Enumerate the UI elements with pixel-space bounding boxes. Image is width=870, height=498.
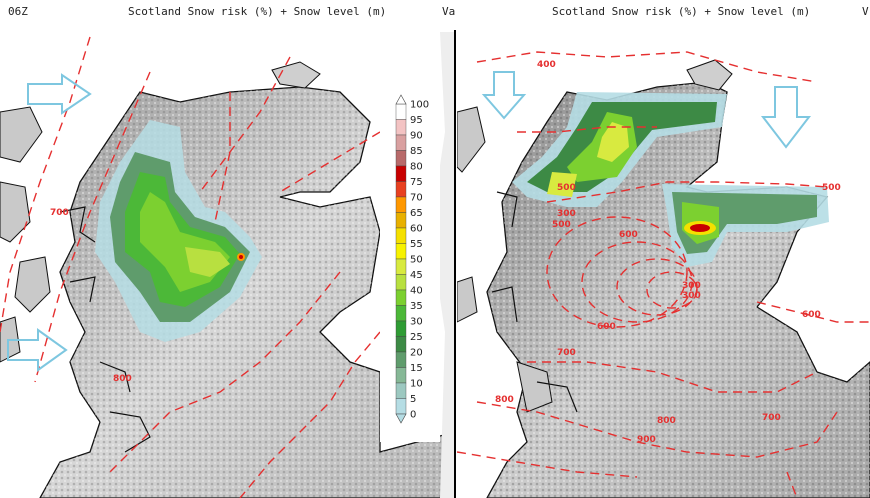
legend-level-label: 5 [410, 394, 416, 405]
legend-swatch [395, 382, 407, 399]
contour-label: 400 [537, 60, 556, 70]
legend-level-label: 75 [410, 177, 423, 188]
contour-label: 600 [619, 230, 638, 240]
left-map-svg: 700 800 [0, 32, 455, 498]
legend-level-label: 50 [410, 255, 423, 266]
legend-swatch [395, 165, 407, 182]
snow-risk-legend: 100 95 90 85 80 75 70 65 60 55 50 45 40 35 30 25 20 15 10 5… [380, 92, 440, 442]
legend-swatch [395, 367, 407, 384]
legend-swatch [395, 227, 407, 244]
snow-level-contours [457, 51, 870, 498]
legend-swatch [395, 119, 407, 136]
left-time-label: 06Z [8, 5, 28, 18]
panel-divider [454, 30, 456, 498]
contour-label: 900 [637, 435, 656, 445]
right-truncated-text: V [862, 5, 869, 18]
legend-swatch [395, 336, 407, 353]
legend-level-label: 20 [410, 348, 423, 359]
wind-arrows [7, 73, 92, 372]
legend-level-label: 30 [410, 317, 423, 328]
contour-label: 700 [762, 413, 781, 423]
legend-swatch [395, 196, 407, 213]
contour-label: 600 [802, 310, 821, 320]
legend-level-label: 45 [410, 270, 423, 281]
legend-swatch [395, 134, 407, 151]
legend-level-label: 0 [410, 410, 416, 421]
snow-risk-area [512, 92, 829, 267]
legend-level-label: 25 [410, 332, 423, 343]
contour-label: 500 [552, 220, 571, 230]
contour-label: 600 [597, 322, 616, 332]
legend-swatch [395, 212, 407, 229]
legend-swatch [395, 258, 407, 275]
legend-swatch [395, 181, 407, 198]
contour-label: 300 [557, 209, 576, 219]
legend-level-label: 65 [410, 208, 423, 219]
contour-label: 500 [557, 183, 576, 193]
legend-swatch [395, 351, 407, 368]
contour-label: 300 [682, 291, 701, 301]
left-map-panel: 700 800 100 95 90 85 80 75 70 65 60 55 50 45 40 35 30 2… [0, 32, 455, 498]
legend-level-label: 80 [410, 162, 423, 173]
legend-level-label: 60 [410, 224, 423, 235]
contour-label: 700 [50, 208, 69, 218]
left-truncated-text: Va [442, 5, 456, 18]
legend-swatch [395, 103, 407, 120]
legend-level-label: 40 [410, 286, 423, 297]
contour-label: 700 [557, 348, 576, 358]
legend-swatch [395, 398, 407, 415]
legend-swatch [395, 320, 407, 337]
right-chart-title: Scotland Snow risk (%) + Snow level (m) [552, 5, 811, 18]
contour-label: 500 [822, 183, 841, 193]
right-map-panel: 400 500 500 300 600 300 300 600 700 800 … [457, 32, 870, 498]
contour-label: 800 [657, 416, 676, 426]
legend-level-label: 90 [410, 131, 423, 142]
wind-arrow-south [481, 71, 527, 120]
coastline [491, 191, 578, 413]
right-map-svg: 400 500 500 300 600 300 300 600 700 800 … [457, 51, 870, 498]
contour-label: 300 [682, 281, 701, 291]
legend-level-label: 70 [410, 193, 423, 204]
legend-level-label: 35 [410, 301, 423, 312]
legend-svg: 1009590858075706560555045403530252015105… [395, 94, 429, 424]
wind-arrow-east [7, 328, 68, 372]
contour-label: 800 [113, 374, 132, 384]
header-bar: 06Z Scotland Snow risk (%) + Snow level … [0, 0, 870, 38]
legend-level-label: 85 [410, 146, 423, 157]
wind-arrow-south [760, 86, 812, 149]
left-chart-title: Scotland Snow risk (%) + Snow level (m) [128, 5, 387, 18]
wind-arrow-east [27, 73, 92, 115]
legend-level-label: 100 [410, 100, 429, 111]
legend-level-label: 10 [410, 379, 423, 390]
snow-risk-area [95, 120, 262, 342]
legend-bottom-arrow [395, 413, 407, 424]
legend-level-label: 55 [410, 239, 423, 250]
legend-level-label: 95 [410, 115, 423, 126]
legend-swatch [395, 289, 407, 306]
legend-swatch [395, 150, 407, 167]
contour-label: 800 [495, 395, 514, 405]
wind-arrows [481, 71, 812, 149]
legend-swatch [395, 274, 407, 291]
legend-level-label: 15 [410, 363, 423, 374]
legend-top-arrow [395, 94, 407, 105]
legend-swatch [395, 305, 407, 322]
snow-level-contours [0, 36, 381, 498]
legend-swatch [395, 243, 407, 260]
